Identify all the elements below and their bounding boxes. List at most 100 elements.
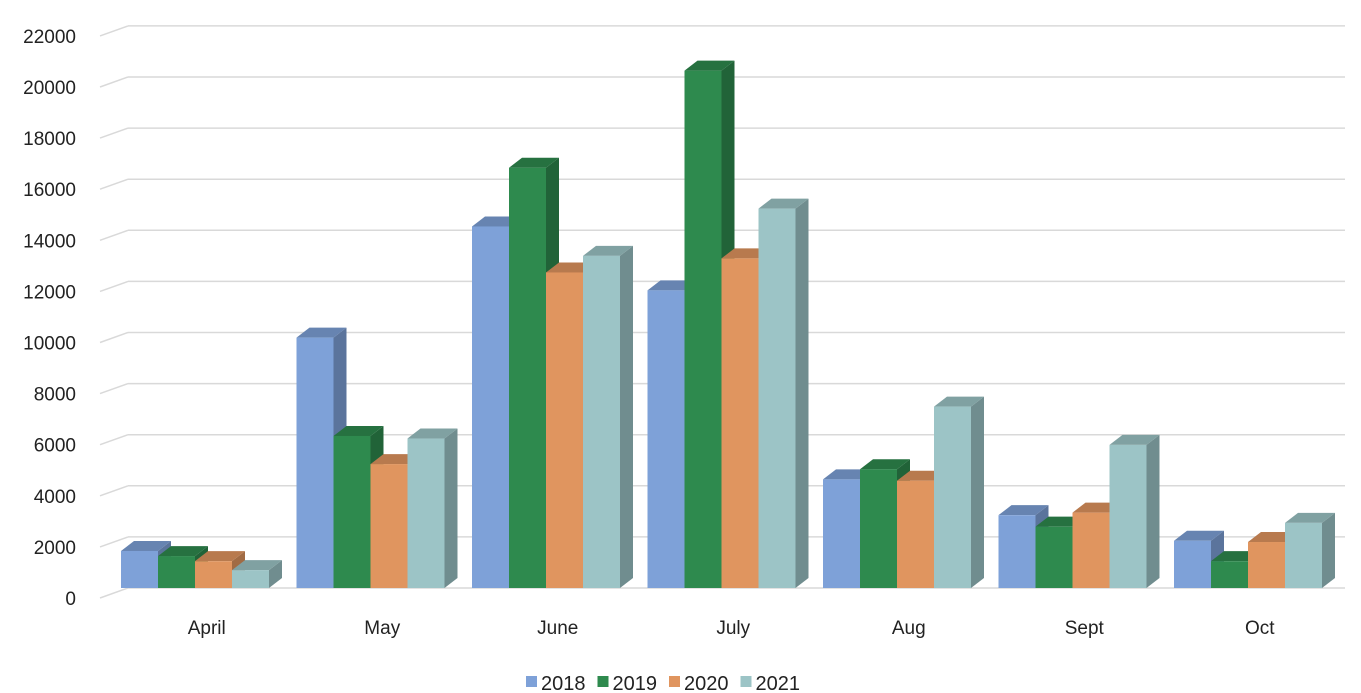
gridline-floor-edge xyxy=(99,127,129,139)
y-axis: 0 2000 4000 6000 8000 10000 12000 14000 16000 180… xyxy=(23,27,76,610)
bars xyxy=(121,60,1335,589)
bar-front-face xyxy=(583,255,620,588)
legend-item-2020: 2020 xyxy=(669,673,729,693)
legend-label: 2021 xyxy=(756,673,801,693)
legend-swatch xyxy=(669,676,680,687)
bar-top-face xyxy=(121,540,171,551)
gridline-floor-edge xyxy=(99,76,129,88)
bar-front-face xyxy=(1174,540,1211,588)
gridline-floor-edge xyxy=(99,485,129,497)
bar-front-face xyxy=(1072,512,1110,588)
x-tick-label: Oct xyxy=(1245,618,1275,639)
gridline-floor-edge xyxy=(99,536,129,548)
bar-side-face xyxy=(1322,512,1335,588)
y-tick-label: 10000 xyxy=(23,334,76,355)
bar-top-face xyxy=(232,560,282,571)
bar-top-face xyxy=(684,60,735,71)
bar-front-face xyxy=(823,479,860,588)
gridline-floor-edge xyxy=(99,178,129,190)
bar-front-face xyxy=(546,272,583,588)
bar-front-face xyxy=(333,435,371,588)
bar-front-face xyxy=(472,226,509,588)
y-tick-label: 6000 xyxy=(34,436,76,457)
bar-front-face xyxy=(1109,444,1147,588)
bar-top-face xyxy=(158,546,208,557)
bar-top-face xyxy=(860,459,910,470)
bar-top-face xyxy=(509,157,559,168)
bar-front-face xyxy=(1035,526,1073,588)
gridline-floor-edge xyxy=(99,280,129,293)
legend: 2018 2019 2020 2021 xyxy=(526,673,800,693)
bar-front-face xyxy=(407,438,445,588)
bar-top-face xyxy=(934,396,984,407)
legend-item-2019: 2019 xyxy=(597,673,658,693)
y-tick-label: 0 xyxy=(65,589,76,610)
bar-side-face xyxy=(795,198,809,588)
x-tick-label: June xyxy=(537,618,578,639)
bar-top-face xyxy=(1174,530,1224,541)
y-tick-label: 16000 xyxy=(23,180,76,201)
bar-front-face xyxy=(1211,561,1248,588)
legend-item-2018: 2018 xyxy=(526,673,586,693)
bar-front-face xyxy=(195,561,232,588)
gridline-floor-edge xyxy=(99,331,129,344)
gridline-floor-edge xyxy=(99,587,129,599)
bar-top-face xyxy=(1109,434,1160,445)
bar-front-face xyxy=(1248,542,1285,588)
bar-april-2021 xyxy=(232,560,282,588)
x-tick-label: April xyxy=(188,618,226,639)
y-tick-label: 8000 xyxy=(34,385,76,406)
gridline-floor-edge xyxy=(99,433,129,446)
bar-top-face xyxy=(583,245,633,256)
bar-front-face xyxy=(370,464,408,588)
bar-june-2021 xyxy=(583,245,633,588)
y-tick-label: 4000 xyxy=(34,487,76,508)
bar-top-face xyxy=(998,505,1049,516)
bar-front-face xyxy=(721,258,759,588)
bar-front-face xyxy=(934,406,971,588)
bar-front-face xyxy=(998,515,1036,588)
legend-label: 2019 xyxy=(613,673,658,693)
legend-label: 2020 xyxy=(684,673,729,693)
x-tick-label: May xyxy=(364,618,400,639)
y-tick-label: 20000 xyxy=(23,78,76,99)
legend-swatch xyxy=(740,676,752,687)
legend-swatch xyxy=(526,676,537,687)
bar-july-2021 xyxy=(758,198,809,588)
x-tick-label: July xyxy=(716,618,750,639)
x-tick-label: Aug xyxy=(892,618,926,639)
gridline-floor-edge xyxy=(99,229,129,242)
x-tick-label: Sept xyxy=(1065,618,1105,639)
bar-front-face xyxy=(232,570,269,588)
bar-side-face xyxy=(1146,434,1160,588)
bar-top-face xyxy=(195,551,245,562)
bar-front-face xyxy=(296,337,334,588)
bar-side-face xyxy=(444,428,458,588)
y-tick-label: 14000 xyxy=(23,231,76,252)
bar-top-face xyxy=(296,327,347,338)
y-tick-label: 12000 xyxy=(23,282,76,303)
gridline-floor-edge xyxy=(99,25,129,37)
bar-oct-2021 xyxy=(1285,512,1335,588)
bar-top-face xyxy=(1285,512,1335,523)
bar-side-face xyxy=(971,396,984,588)
gridline-floor-edge xyxy=(99,382,129,395)
y-tick-label: 2000 xyxy=(34,538,76,559)
bar-front-face xyxy=(647,290,685,588)
y-tick-label: 22000 xyxy=(23,27,76,48)
bar-side-face xyxy=(269,560,282,588)
bar-may-2021 xyxy=(407,428,458,588)
bar-top-face xyxy=(758,198,809,209)
bar-front-face xyxy=(121,550,158,588)
legend-label: 2018 xyxy=(541,673,586,693)
bar-front-face xyxy=(684,70,722,589)
bar-side-face xyxy=(620,245,633,588)
bar-front-face xyxy=(509,167,546,588)
bar-aug-2021 xyxy=(934,396,984,588)
x-axis: April May June July Aug Sept Oct xyxy=(188,618,1276,639)
bar-front-face xyxy=(860,469,897,588)
legend-swatch xyxy=(597,676,609,687)
bar-top-face xyxy=(407,428,458,439)
bar-front-face xyxy=(1285,522,1322,588)
